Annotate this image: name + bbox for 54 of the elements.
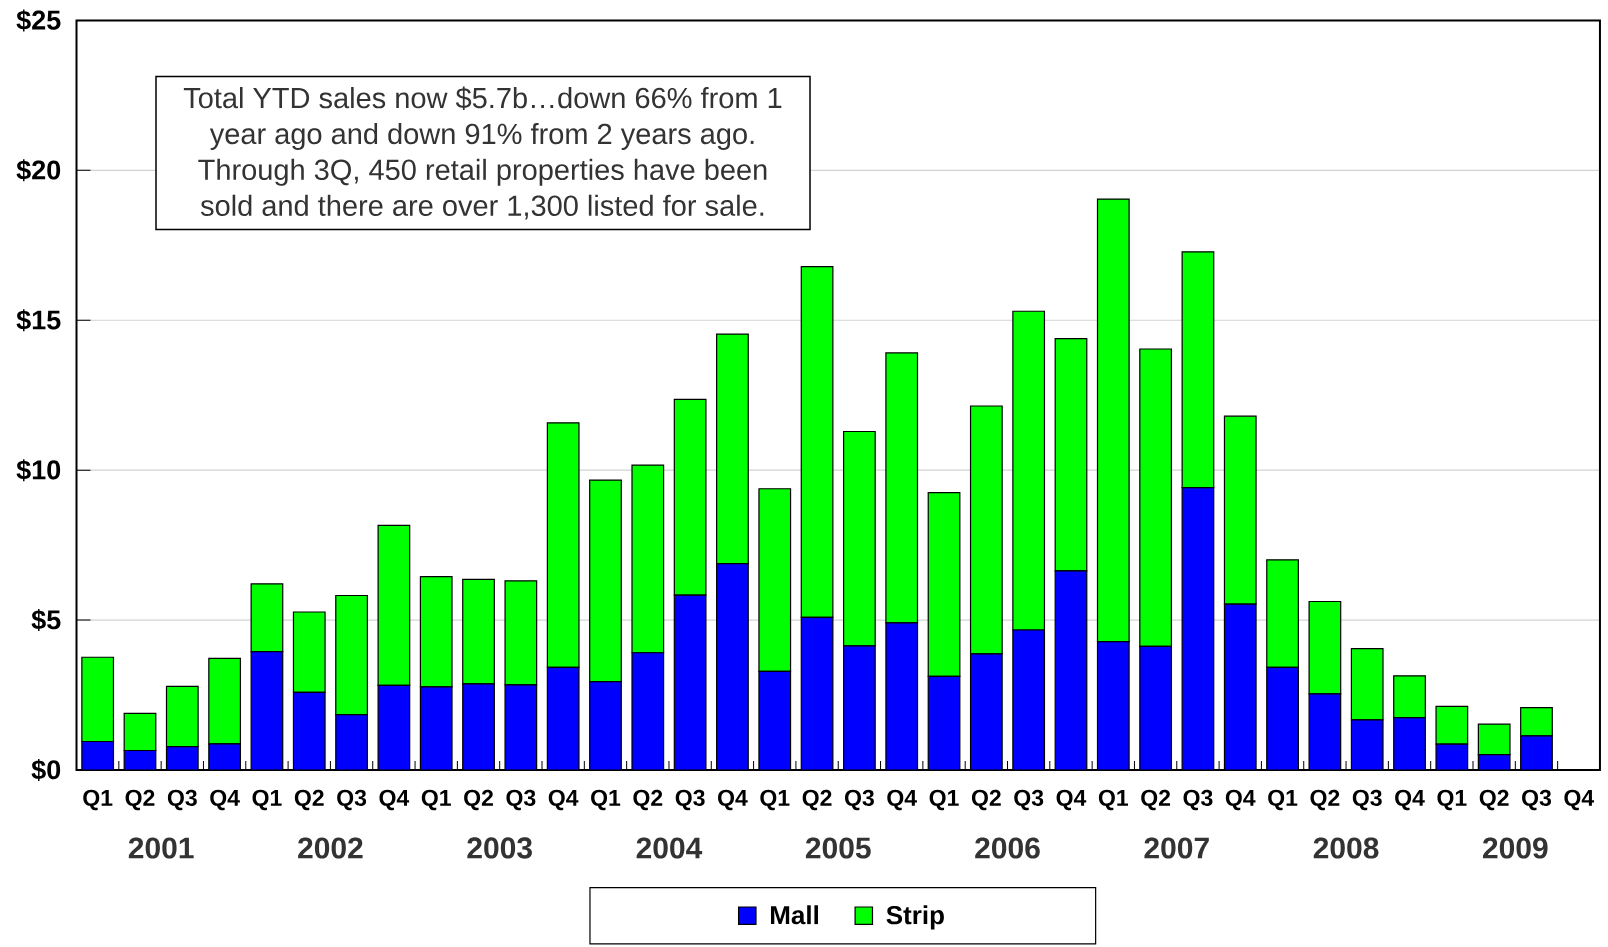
text: 2001 xyxy=(128,837,194,859)
x-tick-label: Q4 xyxy=(718,789,748,811)
x-tick-label: Q3 xyxy=(1183,789,1213,811)
text: 2006 xyxy=(975,837,1040,859)
text: 2005 xyxy=(805,837,871,859)
x-tick-label: Q3 xyxy=(1014,789,1044,811)
x-tick-label: Q4 xyxy=(379,789,410,811)
x-tick-label: Q3 xyxy=(675,789,705,811)
x-tick-label: Q3 xyxy=(337,789,367,811)
text: 2004 xyxy=(636,837,703,859)
x-tick-label: Q2 xyxy=(1141,789,1171,811)
x-tick-label: Q4 xyxy=(1056,789,1087,811)
x-tick-label: Q1 xyxy=(1437,789,1467,811)
x-tick-label: Q2 xyxy=(464,789,493,811)
x-tick-label: Q2 xyxy=(1479,789,1509,811)
x-tick-label: Q4 xyxy=(548,789,579,811)
text: 2007 xyxy=(1144,837,1209,859)
x-tick-label: Q1 xyxy=(760,789,790,811)
x-tick-label: Q4 xyxy=(887,789,917,811)
x-tick-label: Q4 xyxy=(210,789,240,811)
y-tick-label: $10 xyxy=(16,459,61,482)
x-tick-label: Q2 xyxy=(294,789,324,811)
x-tick-label: Q3 xyxy=(167,789,197,811)
x-tick-label: Q2 xyxy=(802,789,832,811)
x-tick-label: Q1 xyxy=(929,789,959,811)
text: 2008 xyxy=(1313,837,1379,859)
y-tick-label: $20 xyxy=(16,159,61,182)
y-tick-label: $0 xyxy=(31,758,61,782)
x-tick-label: Q2 xyxy=(971,789,1001,811)
legend-label: Mall xyxy=(770,905,818,925)
x-tick-label: Q1 xyxy=(83,789,113,811)
x-tick-label: Q1 xyxy=(421,789,451,811)
x-tick-label: Q3 xyxy=(1522,789,1551,811)
x-tick-label: Q4 xyxy=(1225,789,1256,811)
legend-label: Strip xyxy=(886,905,944,930)
y-tick-label: $5 xyxy=(31,609,61,632)
text: 2002 xyxy=(298,837,363,859)
x-tick-label: Q1 xyxy=(252,789,282,811)
x-tick-label: Q3 xyxy=(844,789,874,811)
x-tick-label: Q2 xyxy=(125,789,155,811)
y-tick-label: $25 xyxy=(16,9,61,32)
text: 2009 xyxy=(1483,837,1548,859)
x-tick-label: Q1 xyxy=(1268,789,1298,811)
x-tick-label: Q3 xyxy=(1352,789,1382,811)
x-tick-label: Q2 xyxy=(633,789,663,811)
x-tick-label: Q4 xyxy=(1395,789,1425,811)
annotation: Total YTD sales now $5.7b…down 66% from 1 year ago and down 91% from 2 years ago. Through 3Q, 450 retail properties have been sold and there are over 1,300 listed for sale. xyxy=(183,86,782,220)
x-tick-label: Q1 xyxy=(591,789,621,811)
x-tick-label: Q2 xyxy=(1310,789,1340,811)
x-tick-label: Q4 xyxy=(1564,789,1595,811)
y-tick-label: $15 xyxy=(16,309,61,332)
x-tick-label: Q1 xyxy=(1098,789,1128,811)
x-tick-label: Q3 xyxy=(506,789,536,811)
text: 2003 xyxy=(467,837,532,859)
